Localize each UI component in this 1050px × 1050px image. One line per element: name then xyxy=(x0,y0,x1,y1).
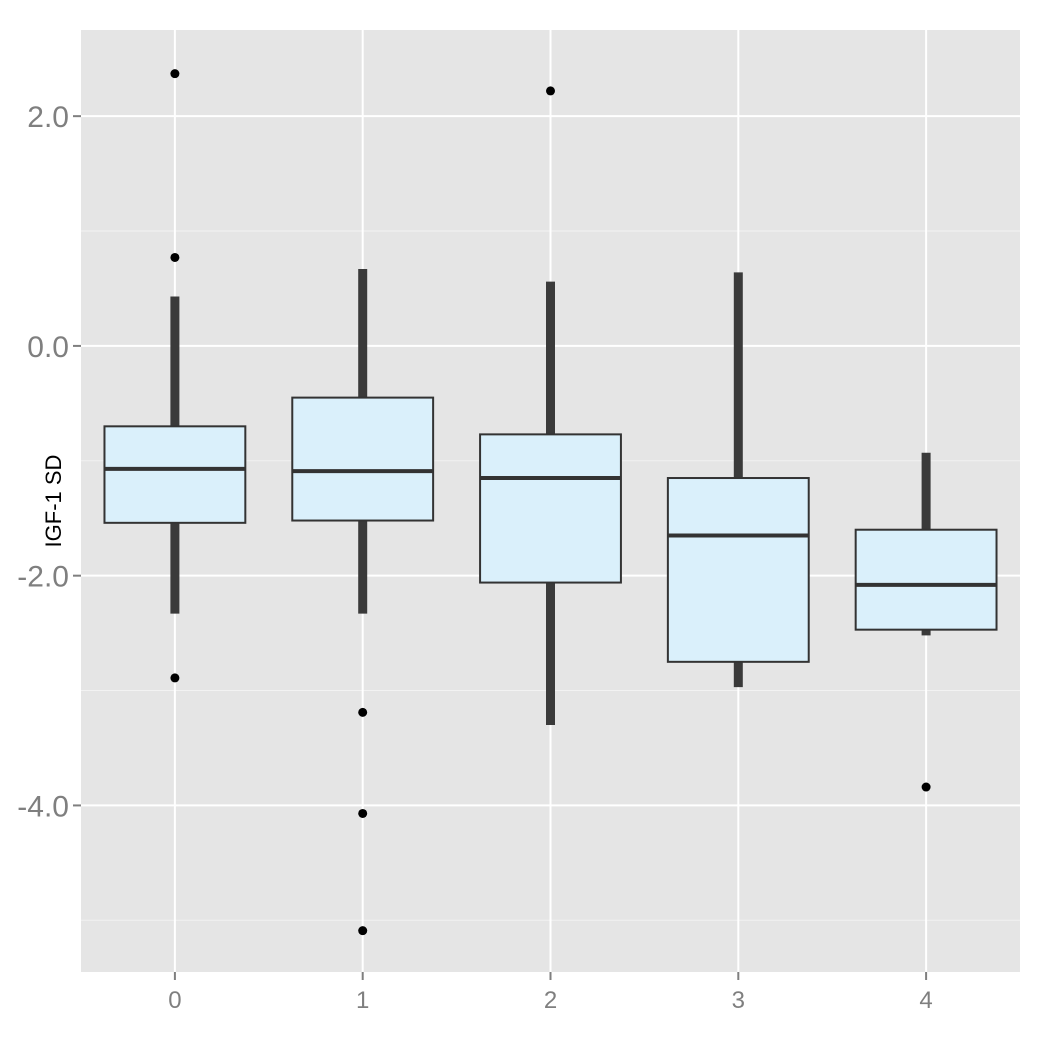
box-group-4 xyxy=(854,452,998,792)
x-axis: 0 1 2 3 4 xyxy=(168,972,933,1014)
box xyxy=(479,433,622,584)
outlier-point xyxy=(921,782,931,792)
y-tick-label: 0.0 xyxy=(27,331,69,364)
box xyxy=(666,477,810,663)
y-axis-label: IGF-1 SD xyxy=(41,455,66,548)
box xyxy=(854,528,998,631)
y-tick-label: -4.0 xyxy=(17,790,69,823)
y-axis: 2.0 0.0 -2.0 -4.0 xyxy=(17,101,81,823)
x-tick-label: 3 xyxy=(732,987,745,1014)
outlier-point xyxy=(546,86,555,96)
box-group-3 xyxy=(666,272,810,688)
x-tick-label: 0 xyxy=(168,987,181,1014)
y-tick-label: -2.0 xyxy=(17,561,69,594)
outlier-point xyxy=(170,69,180,79)
outlier-point xyxy=(170,252,180,262)
box-group-2 xyxy=(479,86,622,726)
outlier-point xyxy=(358,926,368,936)
x-tick-label: 2 xyxy=(544,987,557,1014)
outlier-point xyxy=(358,808,368,818)
box xyxy=(291,396,435,522)
outlier-point xyxy=(358,707,368,717)
box-series xyxy=(103,69,998,936)
box xyxy=(103,425,247,524)
box-group-0 xyxy=(103,69,247,683)
outlier-point xyxy=(170,673,180,683)
x-tick-label: 1 xyxy=(356,987,369,1014)
x-tick-label: 4 xyxy=(919,987,932,1014)
box-group-1 xyxy=(291,268,435,936)
y-tick-label: 2.0 xyxy=(27,101,69,134)
